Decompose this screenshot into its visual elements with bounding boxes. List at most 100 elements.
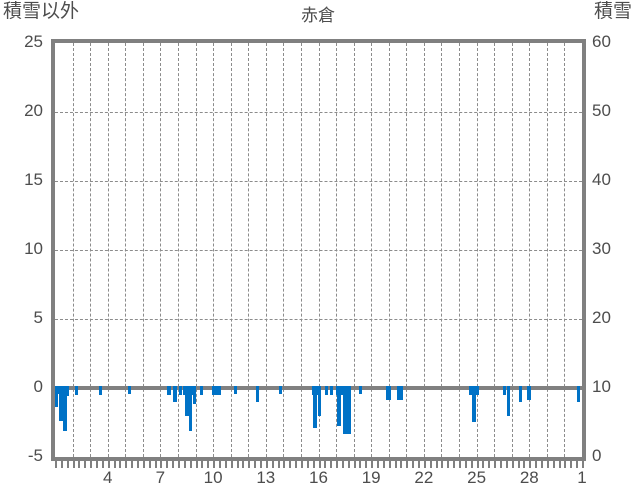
x-axis-tick — [242, 461, 244, 468]
bar — [343, 386, 351, 434]
bar — [59, 386, 63, 421]
x-axis-tick — [149, 461, 151, 468]
x-axis-tick — [324, 461, 326, 468]
x-axis-tick — [471, 461, 473, 468]
x-axis-tick — [494, 461, 496, 468]
right-axis-tick-label: 10 — [592, 377, 611, 396]
vertical-gridline — [108, 43, 109, 457]
plot-inner — [55, 43, 582, 457]
x-axis-tick — [260, 461, 262, 468]
bar — [386, 386, 391, 400]
horizontal-gridline — [55, 250, 582, 251]
x-axis-tick — [67, 461, 69, 468]
x-axis-tick — [190, 461, 192, 468]
x-axis-tick — [430, 461, 432, 468]
bar — [67, 386, 69, 396]
vertical-gridline — [160, 43, 161, 457]
bar — [507, 386, 510, 416]
x-axis-tick — [166, 461, 168, 468]
x-axis-tick — [400, 461, 402, 468]
x-axis-tick — [237, 461, 239, 468]
left-axis-title: 積雪以外 — [3, 1, 80, 22]
x-axis-tick — [61, 461, 63, 468]
x-axis-tick — [412, 461, 414, 468]
bar — [472, 386, 476, 422]
x-axis-tick — [330, 461, 332, 468]
x-axis-tick — [447, 461, 449, 468]
bar — [212, 386, 221, 395]
bar — [337, 386, 341, 426]
x-axis-tick — [119, 461, 121, 468]
x-axis-tick — [84, 461, 86, 468]
vertical-gridline — [213, 43, 214, 457]
bar — [234, 386, 237, 394]
x-axis-tick — [114, 461, 116, 468]
x-axis-tick — [313, 461, 315, 468]
vertical-gridline — [301, 43, 302, 457]
x-axis-tick — [178, 461, 180, 468]
x-axis-tick — [78, 461, 80, 468]
x-axis-tick — [108, 461, 110, 468]
x-axis-tick — [196, 461, 198, 468]
left-axis-tick-label: -5 — [27, 446, 43, 465]
bar — [397, 386, 403, 400]
x-axis-tick — [131, 461, 133, 468]
x-axis-tick — [395, 461, 397, 468]
vertical-gridline — [529, 43, 530, 457]
bar — [193, 386, 196, 404]
x-axis-tick — [278, 461, 280, 468]
x-axis-tick — [272, 461, 274, 468]
x-axis-tick — [541, 461, 543, 468]
x-axis-tick — [125, 461, 127, 468]
x-axis-tick — [477, 461, 479, 468]
x-axis-tick — [582, 461, 584, 468]
bar — [313, 386, 317, 428]
x-axis-tick — [225, 461, 227, 468]
vertical-gridline — [389, 43, 390, 457]
x-axis-tick — [219, 461, 221, 468]
x-axis-tick — [371, 461, 373, 468]
bar — [167, 386, 171, 395]
x-axis-tick — [137, 461, 139, 468]
x-axis-tick — [73, 461, 75, 468]
vertical-gridline — [178, 43, 179, 457]
x-axis-tick — [295, 461, 297, 468]
vertical-gridline — [512, 43, 513, 457]
horizontal-gridline — [55, 112, 582, 113]
x-axis-tick-label: 16 — [309, 468, 328, 487]
vertical-gridline — [406, 43, 407, 457]
chart-title: 赤倉 — [301, 6, 335, 25]
bar — [318, 386, 321, 416]
right-axis-tick-label: 20 — [592, 308, 611, 327]
vertical-gridline — [371, 43, 372, 457]
bar — [527, 386, 531, 400]
horizontal-gridline — [55, 319, 582, 320]
x-axis-tick — [529, 461, 531, 468]
right-axis-tick-label: 40 — [592, 170, 611, 189]
left-axis-tick-label: 15 — [24, 170, 43, 189]
x-axis-tick — [55, 461, 57, 468]
x-axis-tick — [506, 461, 508, 468]
x-axis-tick-label: 19 — [361, 468, 381, 487]
vertical-gridline — [547, 43, 548, 457]
x-axis-tick — [383, 461, 385, 468]
bar — [173, 386, 177, 402]
right-axis-tick-label: 60 — [592, 32, 611, 51]
x-axis-tick — [518, 461, 520, 468]
x-axis-tick-label: 7 — [155, 468, 166, 487]
x-axis-tick — [301, 461, 303, 468]
bar — [75, 386, 78, 395]
x-axis-tick-label: 13 — [256, 468, 276, 487]
x-axis-tick — [406, 461, 408, 468]
vertical-gridline — [424, 43, 425, 457]
vertical-gridline — [477, 43, 478, 457]
bar — [63, 386, 67, 431]
x-axis-tick — [283, 461, 285, 468]
x-axis-tick — [576, 461, 578, 468]
left-axis-tick-label: 5 — [33, 308, 43, 327]
x-axis-tick — [231, 461, 233, 468]
x-axis-tick — [441, 461, 443, 468]
x-axis-tick — [553, 461, 555, 468]
bar — [577, 386, 580, 402]
x-axis-tick — [359, 461, 361, 468]
